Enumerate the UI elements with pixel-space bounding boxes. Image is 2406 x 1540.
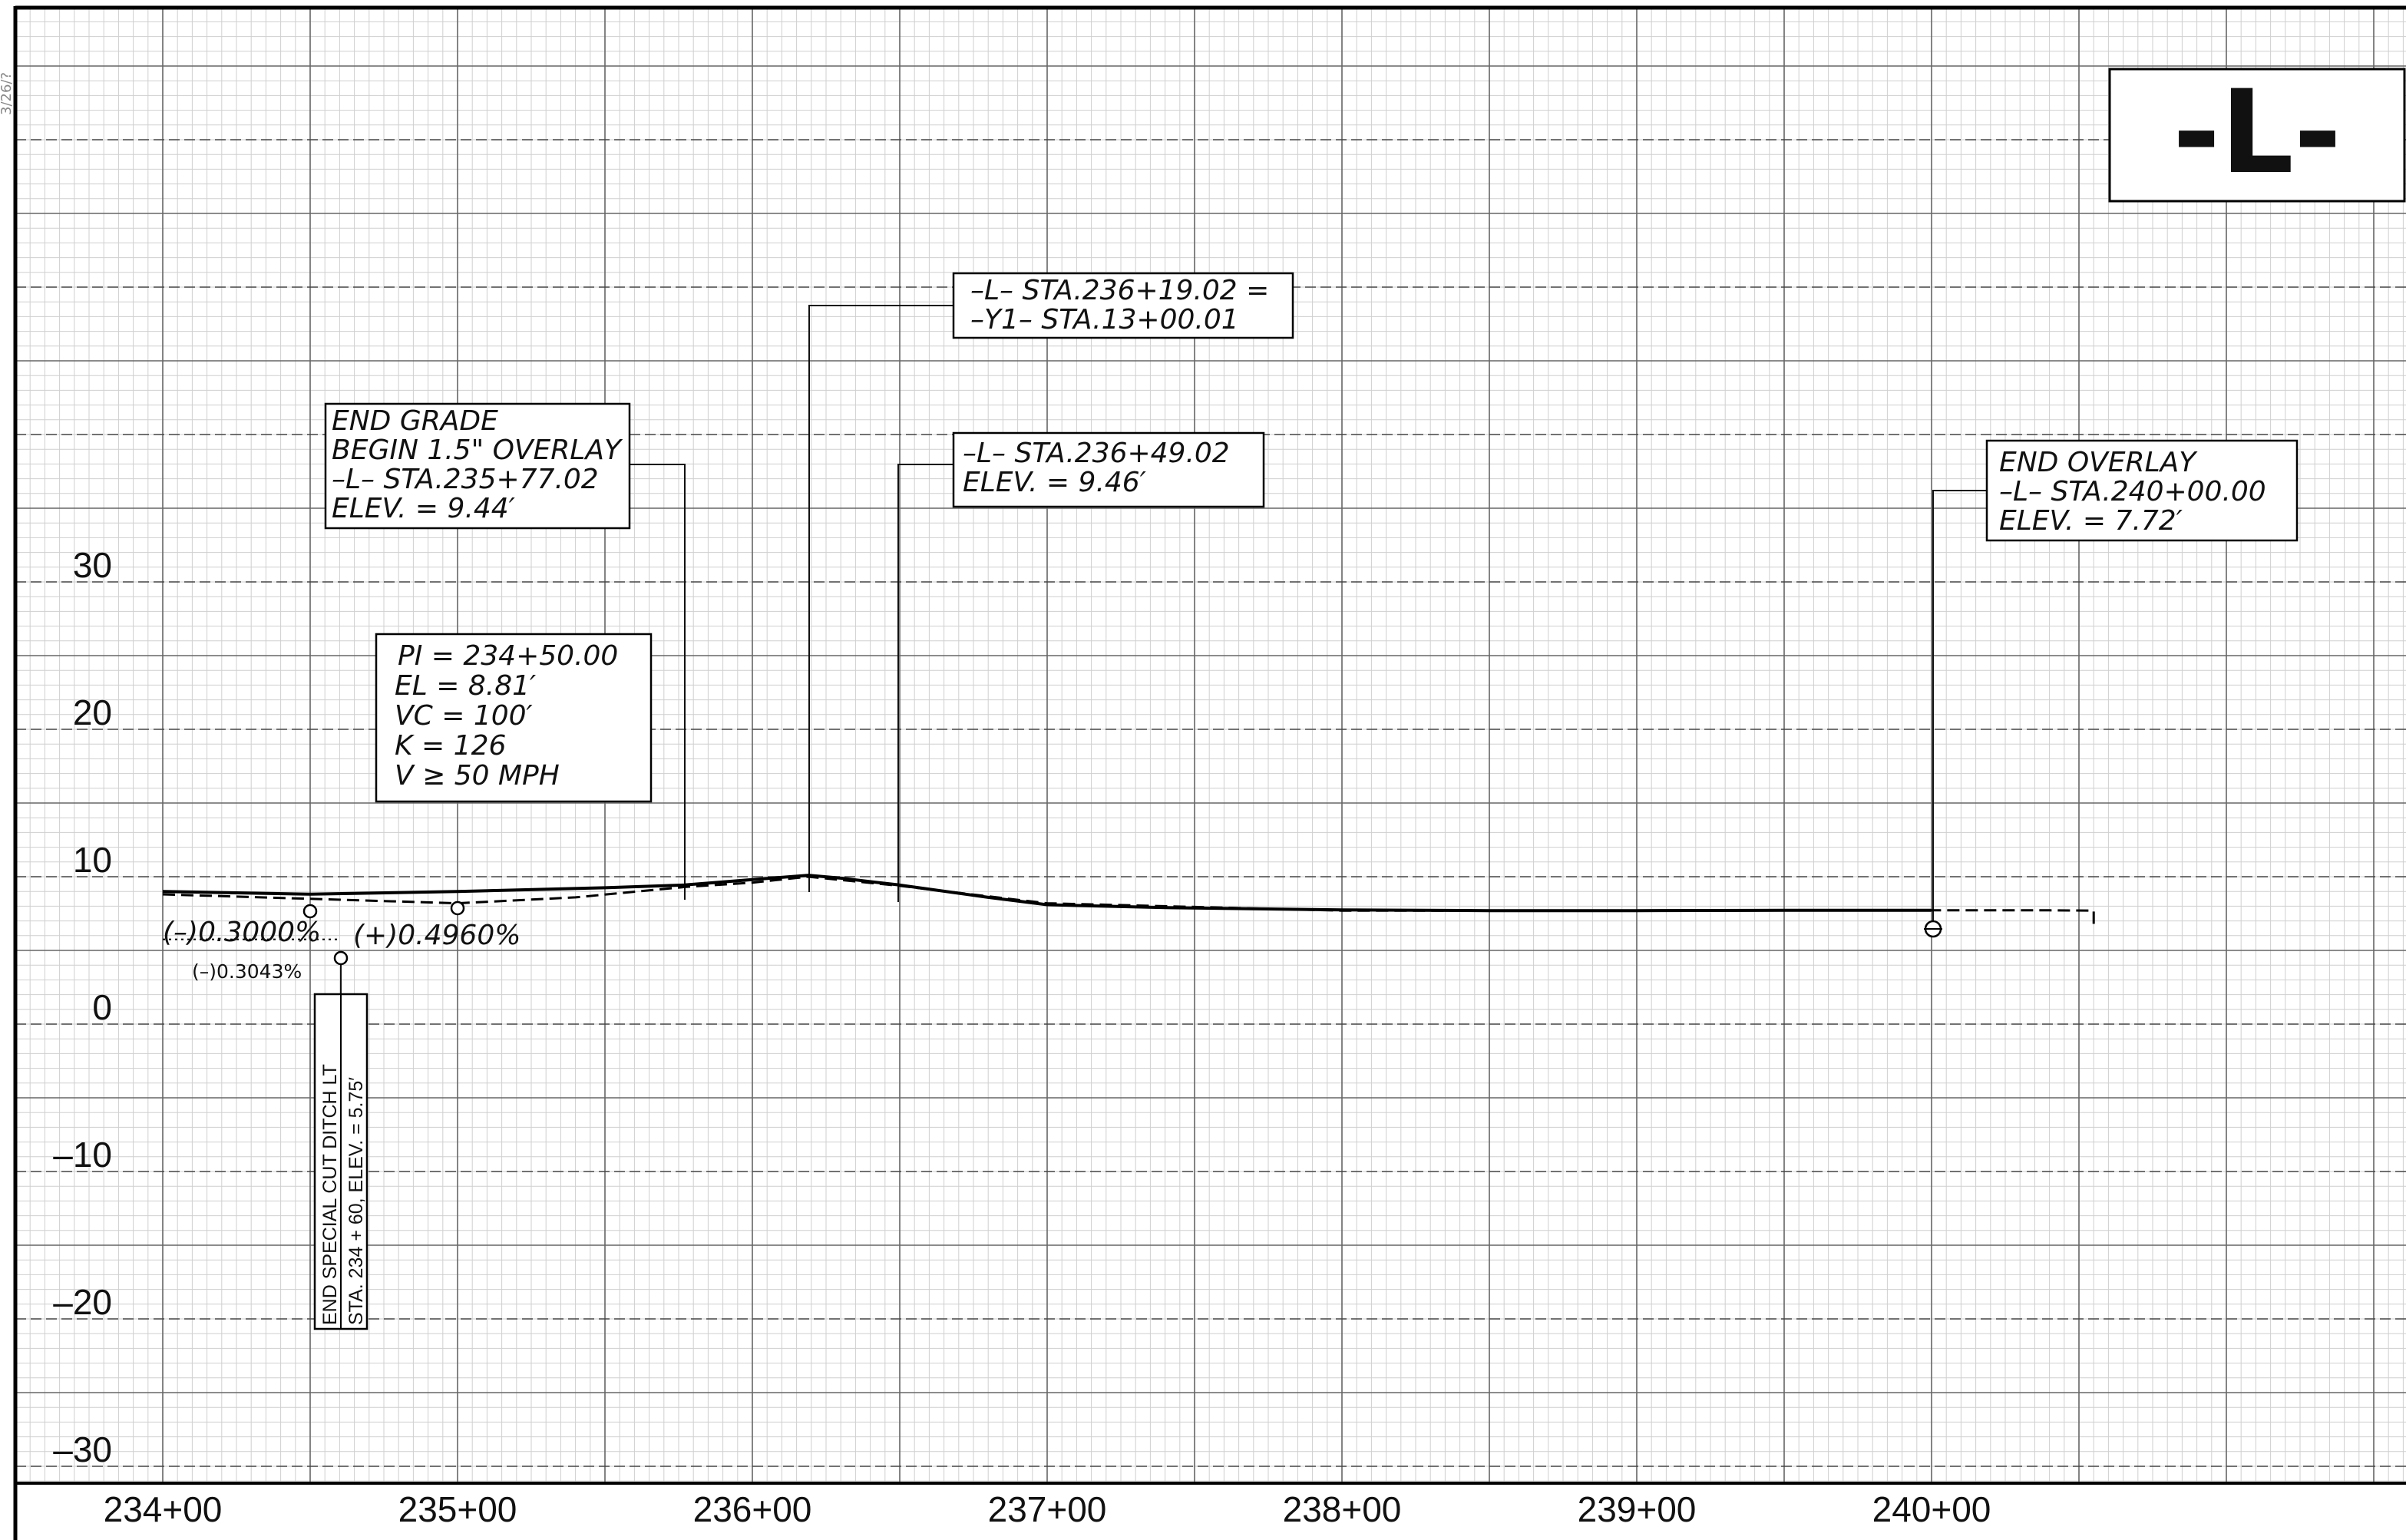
grade-label-2: (+)0.4960% (353, 920, 521, 951)
station-tick-label: 234+00 (104, 1489, 223, 1529)
grade-point-marker (450, 901, 465, 916)
elevation-tick-label: 0 (92, 987, 112, 1027)
pvi-callout-box (375, 633, 653, 803)
intersection-l-station: –L– STA.236+19.02 = (970, 275, 1269, 306)
end-grade-label: END GRADE (332, 405, 498, 437)
pvi-marker (302, 904, 318, 919)
edge-note: 3/26/? (0, 72, 15, 115)
begin-overlay-label: BEGIN 1.5" OVERLAY (332, 435, 623, 466)
end-grade-leader (630, 464, 686, 900)
station-tick-label: 238+00 (1283, 1489, 1402, 1529)
grade-label-1: (–)0.3000% (163, 917, 321, 948)
ditch-grade-label: (–)0.3043% (192, 960, 302, 983)
intersection-leader (808, 305, 953, 892)
station-tick-label: 235+00 (398, 1489, 517, 1529)
ditch-point-marker (333, 950, 349, 966)
pvi-callout: PI = 234+50.00 EL = 8.81′ VC = 100′ K = … (375, 633, 653, 803)
sta-236-49-callout: –L– STA.236+49.02 ELEV. = 9.46′ (952, 431, 1265, 508)
station-tick-label: 237+00 (988, 1489, 1107, 1529)
ditch-callout-station: STA. 234 + 60, ELEV. = 5.75′ (345, 1077, 367, 1325)
end-overlay-label: END OVERLAY (1999, 447, 2198, 478)
intersection-callout: –L– STA.236+19.02 = –Y1– STA.13+00.01 (952, 272, 1294, 339)
end-grade-station: –L– STA.235+77.02 (332, 464, 599, 495)
pvi-vertical-curve: VC = 100′ (395, 700, 533, 732)
elevation-tick-label: –30 (53, 1429, 112, 1469)
sheet-title: -L- (2173, 66, 2342, 200)
station-tick-labels: 234+00 235+00 236+00 237+00 238+00 239+00 240+… (104, 1489, 1991, 1529)
end-overlay-callout-box (1985, 439, 2299, 542)
station-tick-label: 236+00 (693, 1489, 812, 1529)
sta-236-49-callout-box (952, 431, 1265, 508)
ditch-callout: END SPECIAL CUT DITCH LT STA. 234 + 60, … (313, 993, 369, 1330)
sta-236-49-station: –L– STA.236+49.02 (963, 438, 1230, 469)
pvi-k-value: K = 126 (395, 730, 506, 762)
major-grid (15, 8, 2406, 1483)
end-grade-callout-box (324, 402, 631, 530)
elevation-tick-label: –20 (53, 1282, 112, 1322)
elevation-tick-labels: 30 20 10 0 –10 –20 –30 (53, 545, 112, 1469)
elevation-tick-label: 10 (73, 840, 112, 880)
pvi-elevation: EL = 8.81′ (395, 670, 536, 702)
sta-236-49-elevation: ELEV. = 9.46′ (963, 467, 1146, 498)
station-tick-label: 240+00 (1872, 1489, 1991, 1529)
end-overlay-leader (1932, 490, 1987, 927)
pvi-design-speed: V ≥ 50 MPH (395, 760, 560, 791)
end-overlay-callout: END OVERLAY –L– STA.240+00.00 ELEV. = 7.… (1985, 439, 2299, 542)
sta-236-49-leader (897, 464, 953, 902)
title-box (2108, 68, 2406, 203)
elevation-tick-label: –10 (53, 1135, 112, 1175)
station-tick-label: 239+00 (1578, 1489, 1697, 1529)
existing-ground-line (162, 875, 2095, 927)
ditch-callout-title: END SPECIAL CUT DITCH LT (319, 1064, 341, 1325)
end-overlay-elevation: ELEV. = 7.72′ (1999, 505, 2183, 537)
elevation-tick-label: 30 (73, 545, 112, 585)
intersection-callout-box (952, 272, 1294, 339)
leader-lines (340, 305, 1987, 994)
elevation-tick-label: 20 (73, 692, 112, 732)
pvi-station: PI = 234+50.00 (398, 640, 618, 672)
end-grade-callout: END GRADE BEGIN 1.5" OVERLAY –L– STA.235… (324, 402, 631, 530)
end-overlay-station: –L– STA.240+00.00 (1999, 476, 2266, 507)
intersection-y1-station: –Y1– STA.13+00.01 (970, 304, 1239, 335)
proposed-grade-line (162, 874, 1932, 913)
end-grade-elevation: ELEV. = 9.44′ (332, 493, 515, 524)
